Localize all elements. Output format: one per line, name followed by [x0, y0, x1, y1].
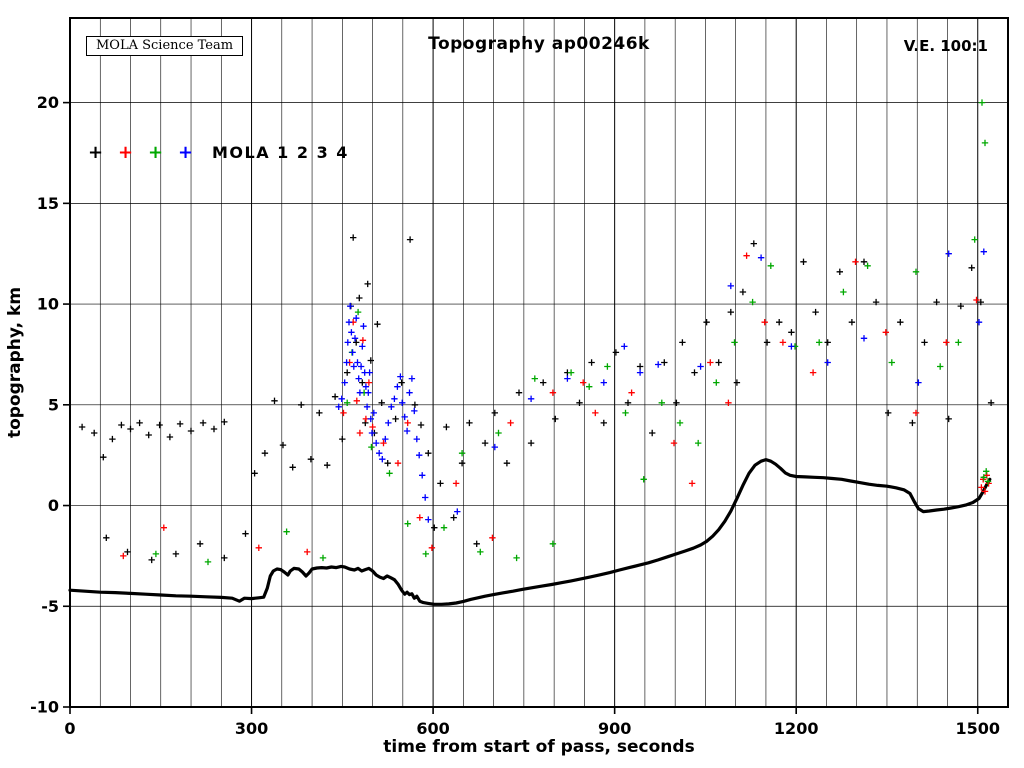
svg-text:20: 20: [37, 93, 59, 112]
chart-title: Topography ap00246k: [428, 34, 650, 54]
legend: + + + + MOLA 1 2 3 4: [88, 142, 349, 163]
svg-text:-10: -10: [30, 698, 59, 717]
svg-text:300: 300: [235, 719, 268, 738]
svg-text:topography, km: topography, km: [5, 287, 25, 438]
svg-text:0: 0: [48, 496, 59, 515]
legend-marker-mola1-icon: +: [88, 142, 104, 163]
svg-text:1200: 1200: [774, 719, 819, 738]
watermark-text: MOLA Science Team: [96, 38, 234, 53]
legend-marker-mola3-icon: +: [148, 142, 164, 163]
legend-label: MOLA 1 2 3 4: [212, 143, 349, 162]
svg-text:1500: 1500: [955, 719, 1000, 738]
svg-text:time from start of pass, secon: time from start of pass, seconds: [383, 737, 694, 757]
svg-text:0: 0: [64, 719, 75, 738]
watermark-box: MOLA Science Team: [86, 36, 244, 56]
svg-text:10: 10: [37, 295, 59, 314]
legend-marker-mola2-icon: +: [118, 142, 134, 163]
legend-marker-mola4-icon: +: [178, 142, 194, 163]
vertical-exaggeration-label: V.E. 100:1: [903, 37, 988, 55]
svg-text:5: 5: [48, 395, 59, 414]
svg-text:-5: -5: [41, 597, 59, 616]
svg-text:15: 15: [37, 194, 59, 213]
svg-text:900: 900: [598, 719, 631, 738]
svg-text:600: 600: [416, 719, 449, 738]
